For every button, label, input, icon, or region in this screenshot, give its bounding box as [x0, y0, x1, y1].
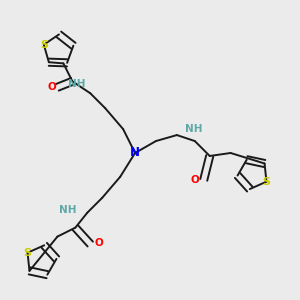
Text: NH: NH	[68, 79, 86, 89]
Text: O: O	[95, 238, 103, 248]
Text: S: S	[24, 248, 32, 258]
Text: O: O	[190, 175, 199, 185]
Text: NH: NH	[59, 205, 77, 215]
Text: O: O	[47, 82, 56, 92]
Text: N: N	[130, 146, 140, 160]
Text: S: S	[40, 40, 48, 50]
Text: NH: NH	[184, 124, 202, 134]
Text: S: S	[262, 177, 271, 187]
